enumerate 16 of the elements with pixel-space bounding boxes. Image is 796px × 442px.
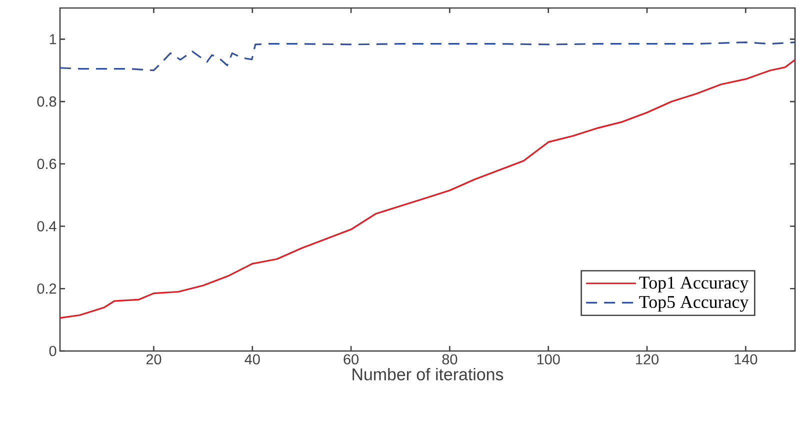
x-tick-label: 80 [442,354,458,364]
legend-label: Top1 Accuracy [639,276,749,292]
x-tick-label: 100 [537,354,560,364]
x-tick-label: 40 [244,354,260,364]
y-tick-label: 0 [49,346,56,356]
legend-label: Top5 Accuracy [639,296,749,312]
x-tick-label: 60 [344,354,359,364]
x-tick-label: 120 [636,354,658,364]
x-tick-label: 20 [146,354,162,364]
y-tick-label: 0.4 [37,221,56,232]
x-axis-title: Number of iterations [352,368,504,380]
y-tick-label: 0.6 [37,158,56,170]
x-tick-label: 140 [734,354,758,364]
y-tick-label: 1 [50,34,56,44]
y-tick-label: 0.2 [37,284,56,294]
y-tick-label: 0.8 [37,96,56,107]
